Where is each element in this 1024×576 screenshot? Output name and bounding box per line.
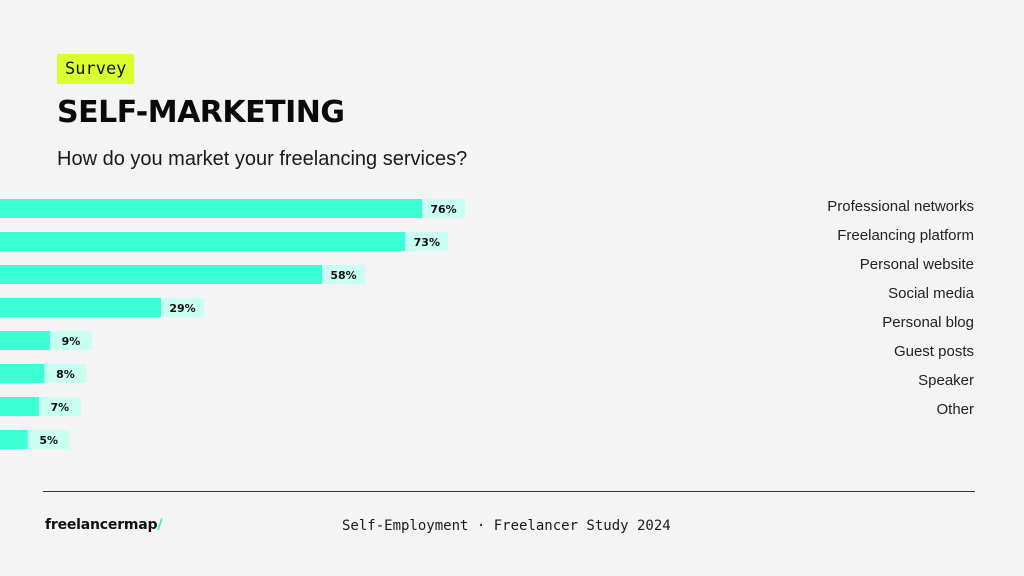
bar-2 bbox=[0, 265, 323, 284]
logo-slash: / bbox=[157, 517, 163, 533]
bar-6 bbox=[0, 397, 39, 416]
value-label-4: 9% bbox=[62, 335, 81, 348]
value-label-bg-2 bbox=[322, 265, 366, 284]
value-label-bg-4 bbox=[49, 331, 92, 350]
category-label-2: Personal website bbox=[859, 256, 974, 273]
freelancermap-logo: freelancermap/ bbox=[45, 517, 162, 533]
category-label-5: Guest posts bbox=[893, 343, 974, 360]
page-subtitle: How do you market your freelancing servi… bbox=[57, 148, 468, 170]
value-label-bg-6 bbox=[38, 397, 81, 416]
category-label-6: Speaker bbox=[918, 372, 974, 389]
category-label-1: Freelancing platform bbox=[837, 227, 974, 244]
bar-5 bbox=[0, 364, 45, 383]
bar-7 bbox=[0, 430, 28, 449]
value-label-bg-5 bbox=[44, 364, 87, 383]
footer-divider bbox=[43, 491, 975, 492]
category-label-7: Other bbox=[936, 401, 974, 418]
logo-text: freelancermap bbox=[45, 517, 158, 533]
value-label-bg-7 bbox=[27, 430, 70, 449]
footer-caption: Self-Employment · Freelancer Study 2024 bbox=[342, 518, 671, 534]
value-label-bg-1 bbox=[405, 232, 449, 251]
value-label-2: 58% bbox=[330, 269, 356, 282]
category-label-4: Personal blog bbox=[882, 314, 974, 331]
value-label-7: 5% bbox=[39, 434, 58, 447]
value-label-0: 76% bbox=[430, 203, 456, 216]
category-label-3: Social media bbox=[888, 285, 974, 302]
bar-4 bbox=[0, 331, 50, 350]
category-label-0: Professional networks bbox=[827, 198, 974, 215]
value-label-6: 7% bbox=[51, 401, 70, 414]
bar-1 bbox=[0, 232, 406, 251]
bar-3 bbox=[0, 298, 162, 317]
page-title: SELF-MARKETING bbox=[57, 95, 345, 130]
value-label-bg-3 bbox=[161, 298, 205, 317]
bar-chart: 76% 73% 58% 29% 9% 8% 7% 5% bbox=[0, 199, 465, 449]
value-label-bg-0 bbox=[422, 199, 465, 218]
category-labels: Professional networks Freelancing platfor… bbox=[674, 196, 974, 428]
value-label-1: 73% bbox=[414, 236, 440, 249]
value-label-5: 8% bbox=[56, 368, 75, 381]
value-label-3: 29% bbox=[169, 302, 195, 315]
survey-tag: Survey bbox=[57, 54, 135, 84]
bar-0 bbox=[0, 199, 422, 218]
